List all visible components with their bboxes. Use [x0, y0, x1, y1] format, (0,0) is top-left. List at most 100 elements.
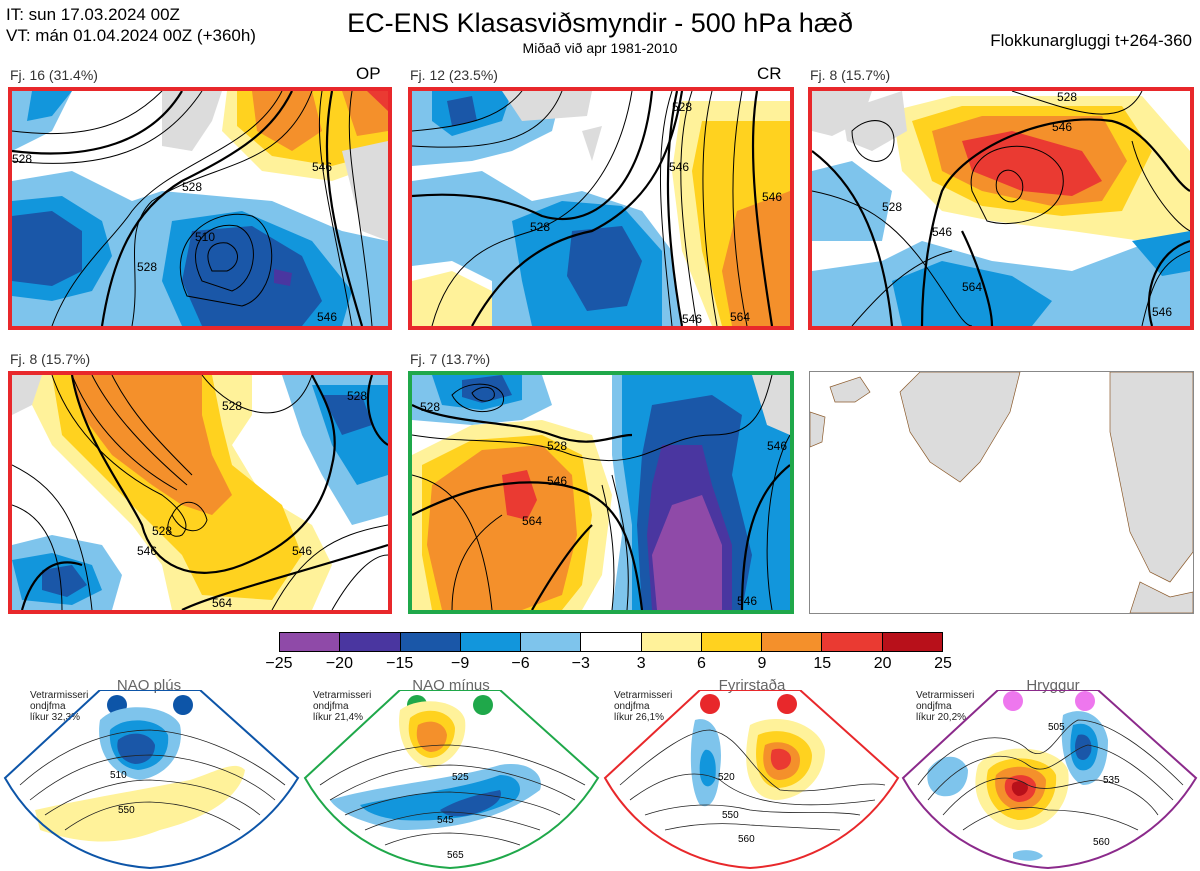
contour-label-564: 564 — [522, 514, 542, 528]
colorbar-swatch — [460, 633, 522, 651]
colorbar-tick: −20 — [325, 655, 353, 672]
regime-4-map: 505 535 560 — [901, 690, 1198, 870]
regime-note-line: Vetrarmisseri — [30, 690, 89, 701]
contour-label-510: 510 — [195, 230, 215, 244]
regime-1-map: 510 550 — [3, 690, 300, 870]
regime-2-note: Vetrarmisseri ondjfma líkur 21,4% — [313, 690, 371, 723]
colorbar-swatch — [882, 633, 942, 651]
contour-label-546: 546 — [292, 544, 312, 558]
cluster-1-label: Fj. 16 (31.4%) — [10, 67, 98, 83]
colorbar-tick-labels: −25 −20 −15 −9 −6 −3 3 6 9 15 20 25 — [265, 655, 951, 675]
regime-3-contour: 520 — [718, 772, 735, 783]
regime-3-note: Vetrarmisseri ondjfma líkur 26,1% — [614, 690, 672, 723]
cluster-map-3[interactable]: 528 546 528 546 564 546 — [808, 87, 1194, 330]
colorbar-tick: 15 — [813, 655, 832, 672]
cluster-1-tag: OP — [356, 64, 381, 83]
regime-3-contour: 550 — [722, 810, 739, 821]
regime-2-contour: 565 — [447, 850, 464, 861]
colorbar-swatch — [822, 633, 883, 651]
contour-label-564: 564 — [212, 596, 232, 610]
contour-label-528: 528 — [672, 100, 692, 114]
regime-2-dot — [473, 695, 493, 715]
colorbar-tick: 20 — [873, 655, 892, 672]
contour-label-528: 528 — [152, 524, 172, 538]
regime-4-contour: 505 — [1048, 722, 1065, 733]
cluster-map-4[interactable]: 528 528 546 546 564 528 — [8, 371, 392, 614]
colorbar-tick: −3 — [571, 655, 590, 672]
regime-note-line: ondjfma — [916, 701, 952, 712]
contour-label-546: 546 — [682, 312, 702, 326]
cluster-map-2[interactable]: 528 546 528 546 564 546 — [408, 87, 794, 330]
contour-label-528: 528 — [137, 260, 157, 274]
colorbar-swatch — [581, 633, 642, 651]
colorbar-tick: 25 — [934, 655, 952, 672]
empty-reference-map — [809, 371, 1194, 614]
cluster-4-label: Fj. 8 (15.7%) — [10, 351, 91, 367]
contour-label-528: 528 — [882, 200, 902, 214]
regime-4-contour: 535 — [1103, 775, 1120, 786]
regime-3-dot — [700, 694, 720, 714]
colorbar-swatch — [701, 633, 763, 651]
regime-note-line: líkur 20,2% — [916, 712, 967, 723]
valid-time: VT: mán 01.04.2024 00Z (+360h) — [6, 26, 256, 45]
regime-note-line: Vetrarmisseri — [313, 690, 372, 701]
regime-3-map: 520 550 560 — [603, 690, 900, 870]
classification-window: Flokkunargluggi t+264-360 — [990, 31, 1192, 50]
colorbar-swatch — [762, 633, 823, 651]
regime-4-note: Vetrarmisseri ondjfma líkur 20,2% — [916, 690, 974, 723]
regime-note-line: ondjfma — [313, 701, 349, 712]
colorbar-tick: 3 — [636, 655, 646, 672]
regime-note-line: líkur 21,4% — [313, 712, 364, 723]
contour-label-546: 546 — [317, 310, 337, 324]
anomaly-colorbar — [279, 632, 943, 652]
regime-note-line: líkur 32,3% — [30, 712, 81, 723]
regime-note-line: Vetrarmisseri — [916, 690, 975, 701]
contour-label-546: 546 — [932, 225, 952, 239]
regime-3-dot — [777, 694, 797, 714]
contour-label-546: 546 — [312, 160, 332, 174]
regime-3-contour: 560 — [738, 834, 755, 845]
cluster-2-tag: CR — [757, 64, 782, 83]
cluster-2-label: Fj. 12 (23.5%) — [410, 67, 498, 83]
contour-label-564: 564 — [730, 310, 750, 324]
contour-label-546: 546 — [137, 544, 157, 558]
regime-note-line: ondjfma — [30, 701, 66, 712]
regime-4-dot — [1075, 691, 1095, 711]
cluster-5-label: Fj. 7 (13.7%) — [410, 351, 491, 367]
contour-label-546: 546 — [669, 160, 689, 174]
colorbar-swatch — [400, 633, 461, 651]
contour-label-528: 528 — [530, 220, 550, 234]
cluster-map-1[interactable]: 528 510 528 546 528 546 — [8, 87, 392, 330]
cluster-3-label: Fj. 8 (15.7%) — [810, 67, 891, 83]
cluster-map-5[interactable]: 528 528 546 564 546 546 — [408, 371, 794, 614]
contour-label-546: 546 — [1152, 305, 1172, 319]
colorbar-tick: −15 — [386, 655, 414, 672]
colorbar-tick: −6 — [511, 655, 530, 672]
colorbar-tick: −25 — [265, 655, 293, 672]
contour-label-546: 546 — [762, 190, 782, 204]
regime-1-note: Vetrarmisseri ondjfma líkur 32,3% — [30, 690, 88, 723]
regime-1-dot — [173, 695, 193, 715]
colorbar-tick: 9 — [757, 655, 767, 672]
regime-1-contour: 550 — [118, 805, 135, 816]
page-subtitle: Miðað við apr 1981-2010 — [522, 40, 678, 56]
regime-4-contour: 560 — [1093, 837, 1110, 848]
contour-label-528: 528 — [222, 399, 242, 413]
contour-label-546: 546 — [547, 474, 567, 488]
colorbar-swatch — [340, 633, 401, 651]
page-title: EC-ENS Klasasviðsmyndir - 500 hPa hæð — [347, 8, 853, 38]
initial-time: IT: sun 17.03.2024 00Z — [6, 5, 180, 24]
contour-label-564: 564 — [962, 280, 982, 294]
colorbar-swatch — [280, 633, 341, 651]
contour-label-528: 528 — [182, 180, 202, 194]
colorbar-tick: −9 — [450, 655, 470, 672]
regime-note-line: ondjfma — [614, 701, 650, 712]
colorbar-tick: 6 — [697, 655, 706, 672]
colorbar-swatch — [521, 633, 582, 651]
contour-label-528: 528 — [12, 152, 32, 166]
contour-label-546: 546 — [767, 439, 787, 453]
contour-label-528: 528 — [347, 389, 367, 403]
regime-note-line: líkur 26,1% — [614, 712, 665, 723]
contour-label-528: 528 — [547, 439, 567, 453]
regime-2-map: 525 545 565 — [303, 690, 600, 870]
